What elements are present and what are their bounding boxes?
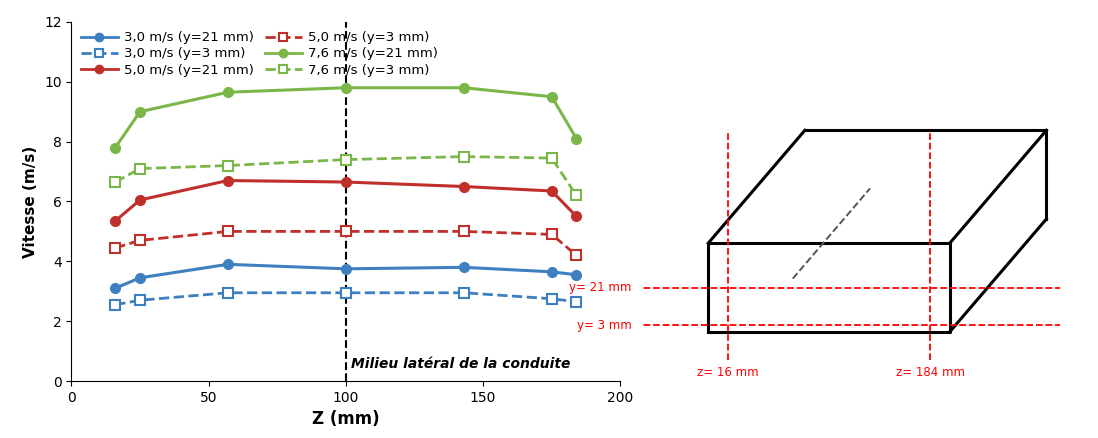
Text: z= 184 mm: z= 184 mm (896, 366, 965, 379)
Text: y= 3 mm: y= 3 mm (576, 319, 631, 332)
Text: Milieu latéral de la conduite: Milieu latéral de la conduite (351, 357, 571, 371)
Legend: 3,0 m/s (y=21 mm), 3,0 m/s (y=3 mm), 5,0 m/s (y=21 mm), 5,0 m/s (y=3 mm), 7,6 m/: 3,0 m/s (y=21 mm), 3,0 m/s (y=3 mm), 5,0… (78, 28, 440, 79)
Y-axis label: Vitesse (m/s): Vitesse (m/s) (23, 145, 38, 258)
Text: y= 21 mm: y= 21 mm (569, 281, 631, 294)
X-axis label: Z (mm): Z (mm) (312, 410, 380, 428)
Text: z= 16 mm: z= 16 mm (697, 366, 759, 379)
